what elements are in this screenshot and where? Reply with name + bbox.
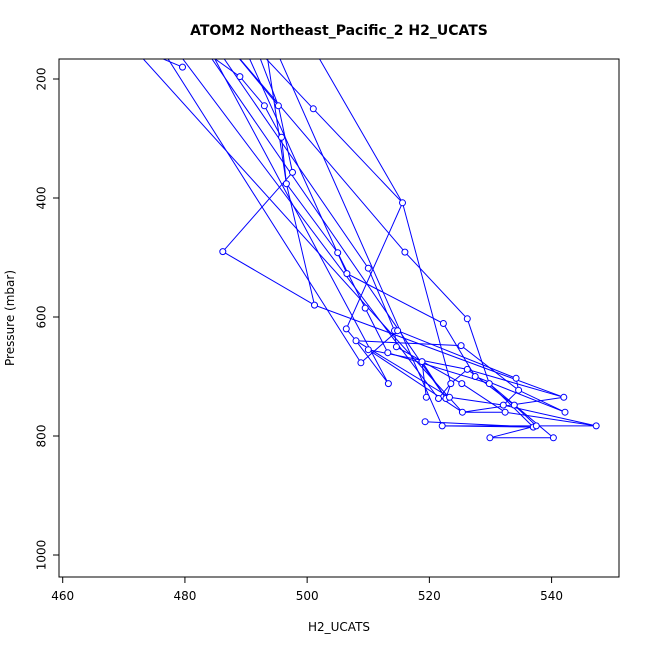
data-point [485,380,493,388]
data-point [392,343,400,351]
data-point [446,393,453,401]
data-point [401,248,409,256]
profile-line [265,59,520,406]
data-point [512,374,520,382]
data-point [357,359,365,367]
profile-line [259,59,279,106]
data-point [399,199,406,207]
data-point [343,270,351,278]
data-point [486,434,494,442]
data-point [510,401,518,409]
y-tick-label: 1000 [35,540,49,571]
profile-line [318,59,452,399]
data-points [179,63,600,442]
data-point [384,380,392,388]
x-tick-label: 480 [173,589,196,603]
profile-line [167,59,566,413]
data-point [421,418,429,426]
data-point [561,408,569,416]
data-point [418,358,426,366]
data-point [309,105,317,113]
y-tick-label: 200 [35,68,49,91]
data-point [260,102,268,110]
data-point [342,325,350,333]
profile-line [214,59,597,427]
x-axis-title: H2_UCATS [308,620,370,634]
data-point [361,304,369,312]
data-point [274,102,282,110]
data-point [439,320,447,327]
data-point [384,349,392,357]
data-point [499,401,507,409]
x-tick-label: 460 [51,589,74,603]
data-point [501,408,509,416]
profile-line [267,59,535,428]
data-point [179,63,186,71]
x-tick-label: 540 [540,589,563,603]
plot-frame [58,58,620,578]
data-point [463,315,471,323]
data-point [364,346,372,354]
data-point [463,365,471,373]
y-tick-label: 400 [35,187,49,210]
x-tick-label: 520 [418,589,441,603]
data-point [435,395,442,402]
data-point [458,408,466,416]
data-point [394,327,402,335]
data-point [422,393,430,401]
y-axis-title: Pressure (mbar) [3,270,17,366]
data-point [457,342,465,350]
x-tick-label: 500 [296,589,319,603]
data-point [458,380,466,388]
data-point [311,301,318,309]
data-point [236,73,244,81]
data-point [438,422,446,430]
data-point [278,133,285,141]
data-point [515,386,523,394]
data-point [352,337,360,345]
data-point [592,422,600,430]
data-point [282,180,290,188]
data-point [289,168,296,176]
chart-title: ATOM2 Northeast_Pacific_2 H2_UCATS [190,23,488,39]
x-axis: 460 480 500 520 540 [51,576,563,603]
data-point [471,373,479,380]
data-point [560,393,568,401]
data-point [549,434,557,442]
data-point [532,422,540,430]
data-point [219,248,227,256]
data-point [447,380,455,388]
y-tick-label: 800 [35,425,49,448]
y-tick-label: 600 [35,306,49,329]
data-point [364,264,372,272]
data-point [334,249,342,257]
